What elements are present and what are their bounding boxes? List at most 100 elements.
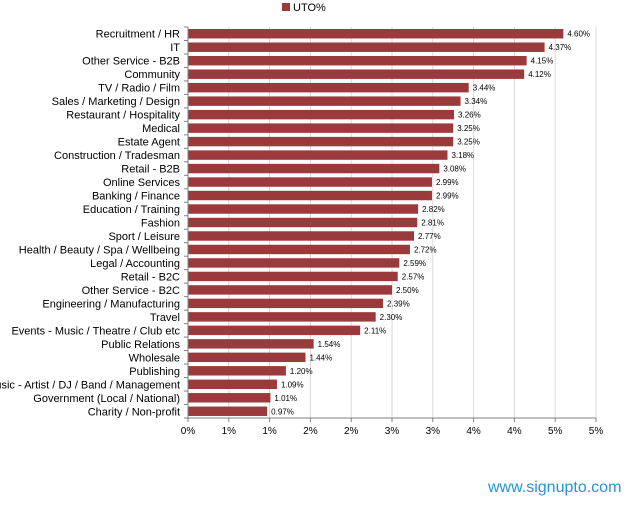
- bar: [188, 177, 432, 187]
- category-label: Events - Music / Theatre / Club etc: [11, 325, 180, 337]
- data-label: 1.20%: [290, 367, 313, 376]
- data-label: 0.97%: [271, 407, 294, 416]
- data-label: 2.82%: [422, 205, 445, 214]
- bar: [188, 271, 398, 282]
- category-label: Health / Beauty / Spa / Wellbeing: [19, 244, 180, 256]
- bar: [188, 109, 455, 120]
- bar: [188, 312, 376, 322]
- legend-swatch: [282, 3, 290, 11]
- bar: [188, 69, 525, 79]
- bar: [188, 366, 286, 376]
- watermark: www.signupto.com: [488, 479, 622, 496]
- category-label: TV / Radio / Film: [98, 83, 180, 95]
- bar: [188, 136, 454, 147]
- category-label: Online Services: [103, 177, 181, 189]
- x-tick-label: 2%: [344, 426, 359, 437]
- bar: [188, 339, 314, 349]
- data-label: 1.54%: [318, 340, 341, 349]
- category-label: Banking / Finance: [92, 191, 180, 203]
- data-label: 1.09%: [281, 380, 304, 389]
- data-label: 1.01%: [274, 394, 297, 403]
- category-label: Other Service - B2C: [82, 285, 180, 297]
- x-tick-label: 5%: [589, 426, 604, 437]
- data-label: 3.34%: [465, 97, 488, 106]
- bar: [188, 325, 361, 336]
- data-label: 2.57%: [402, 272, 425, 281]
- category-label: Medical: [142, 123, 180, 135]
- category-label: Music - Artist / DJ / Band / Management: [0, 379, 180, 391]
- data-label: 2.59%: [403, 259, 426, 268]
- data-label: 3.25%: [457, 124, 480, 133]
- bar: [188, 298, 384, 309]
- category-label: Fashion: [141, 218, 180, 230]
- data-label: 3.08%: [443, 165, 466, 174]
- x-tick-label: 4%: [466, 426, 481, 437]
- x-tick-label: 1%: [222, 426, 237, 437]
- category-label: Publishing: [129, 366, 180, 378]
- data-label: 3.18%: [451, 151, 474, 160]
- data-label: 2.30%: [380, 313, 403, 322]
- data-label: 1.44%: [310, 353, 333, 362]
- bar: [188, 393, 271, 403]
- data-label: 2.50%: [396, 286, 419, 295]
- category-label: Travel: [150, 312, 180, 324]
- bar: [188, 352, 306, 363]
- x-tick-label: 3%: [426, 426, 441, 437]
- data-label: 2.72%: [414, 245, 437, 254]
- bar: [188, 406, 268, 416]
- category-label: Sport / Leisure: [108, 231, 180, 243]
- data-label: 4.60%: [567, 30, 590, 39]
- bar: [188, 29, 564, 39]
- category-label: Construction / Tradesman: [54, 150, 180, 162]
- category-label: Charity / Non-profit: [88, 406, 180, 418]
- category-label: Engineering / Manufacturing: [42, 298, 180, 310]
- data-label: 2.81%: [421, 219, 444, 228]
- category-label: Recruitment / HR: [96, 29, 180, 41]
- bar: [188, 42, 545, 52]
- bar: [188, 231, 415, 241]
- legend: UTO%: [282, 2, 326, 14]
- category-label: Community: [124, 69, 180, 81]
- category-label: Wholesale: [129, 352, 180, 364]
- bar: [188, 258, 400, 268]
- category-label: Restaurant / Hospitality: [66, 110, 180, 122]
- x-tick-label: 5%: [548, 426, 563, 437]
- data-label: 3.25%: [457, 138, 480, 147]
- x-tick-label: 0%: [181, 426, 196, 437]
- x-axis: 0% 1% 1% 2% 2% 3% 3% 4% 4% 5% 5%: [181, 26, 604, 437]
- category-label: Government (Local / National): [33, 393, 180, 405]
- data-label: 3.44%: [473, 84, 496, 93]
- bar: [188, 163, 440, 174]
- data-label: 3.26%: [458, 111, 481, 120]
- category-label: Sales / Marketing / Design: [52, 96, 180, 108]
- data-label: 2.77%: [418, 232, 441, 241]
- category-label: Retail - B2C: [121, 271, 180, 283]
- data-label: 2.99%: [436, 178, 459, 187]
- bar: [188, 285, 392, 295]
- bar: [188, 82, 469, 93]
- category-label: Public Relations: [101, 339, 180, 351]
- legend-label: UTO%: [293, 2, 326, 14]
- category-label: Retail - B2B: [121, 164, 180, 176]
- bar: [188, 244, 410, 255]
- bar: [188, 123, 454, 133]
- category-label: Education / Training: [83, 204, 180, 216]
- bar: [188, 217, 418, 228]
- data-label: 4.37%: [549, 43, 572, 52]
- bar: [188, 96, 461, 106]
- bar: [188, 55, 527, 66]
- category-label: IT: [170, 42, 180, 54]
- category-label: Other Service - B2B: [82, 56, 180, 68]
- data-label: 4.12%: [528, 70, 551, 79]
- bar: [188, 190, 432, 201]
- bar: [188, 150, 448, 160]
- data-label: 2.39%: [387, 299, 410, 308]
- x-tick-label: 3%: [385, 426, 400, 437]
- category-label: Estate Agent: [118, 137, 180, 149]
- data-labels: 4.60% 4.37% 4.15% 4.12% 3.44% 3.34% 3.26% 3.25%…: [271, 30, 590, 417]
- bar: [188, 379, 277, 390]
- bar: [188, 204, 419, 214]
